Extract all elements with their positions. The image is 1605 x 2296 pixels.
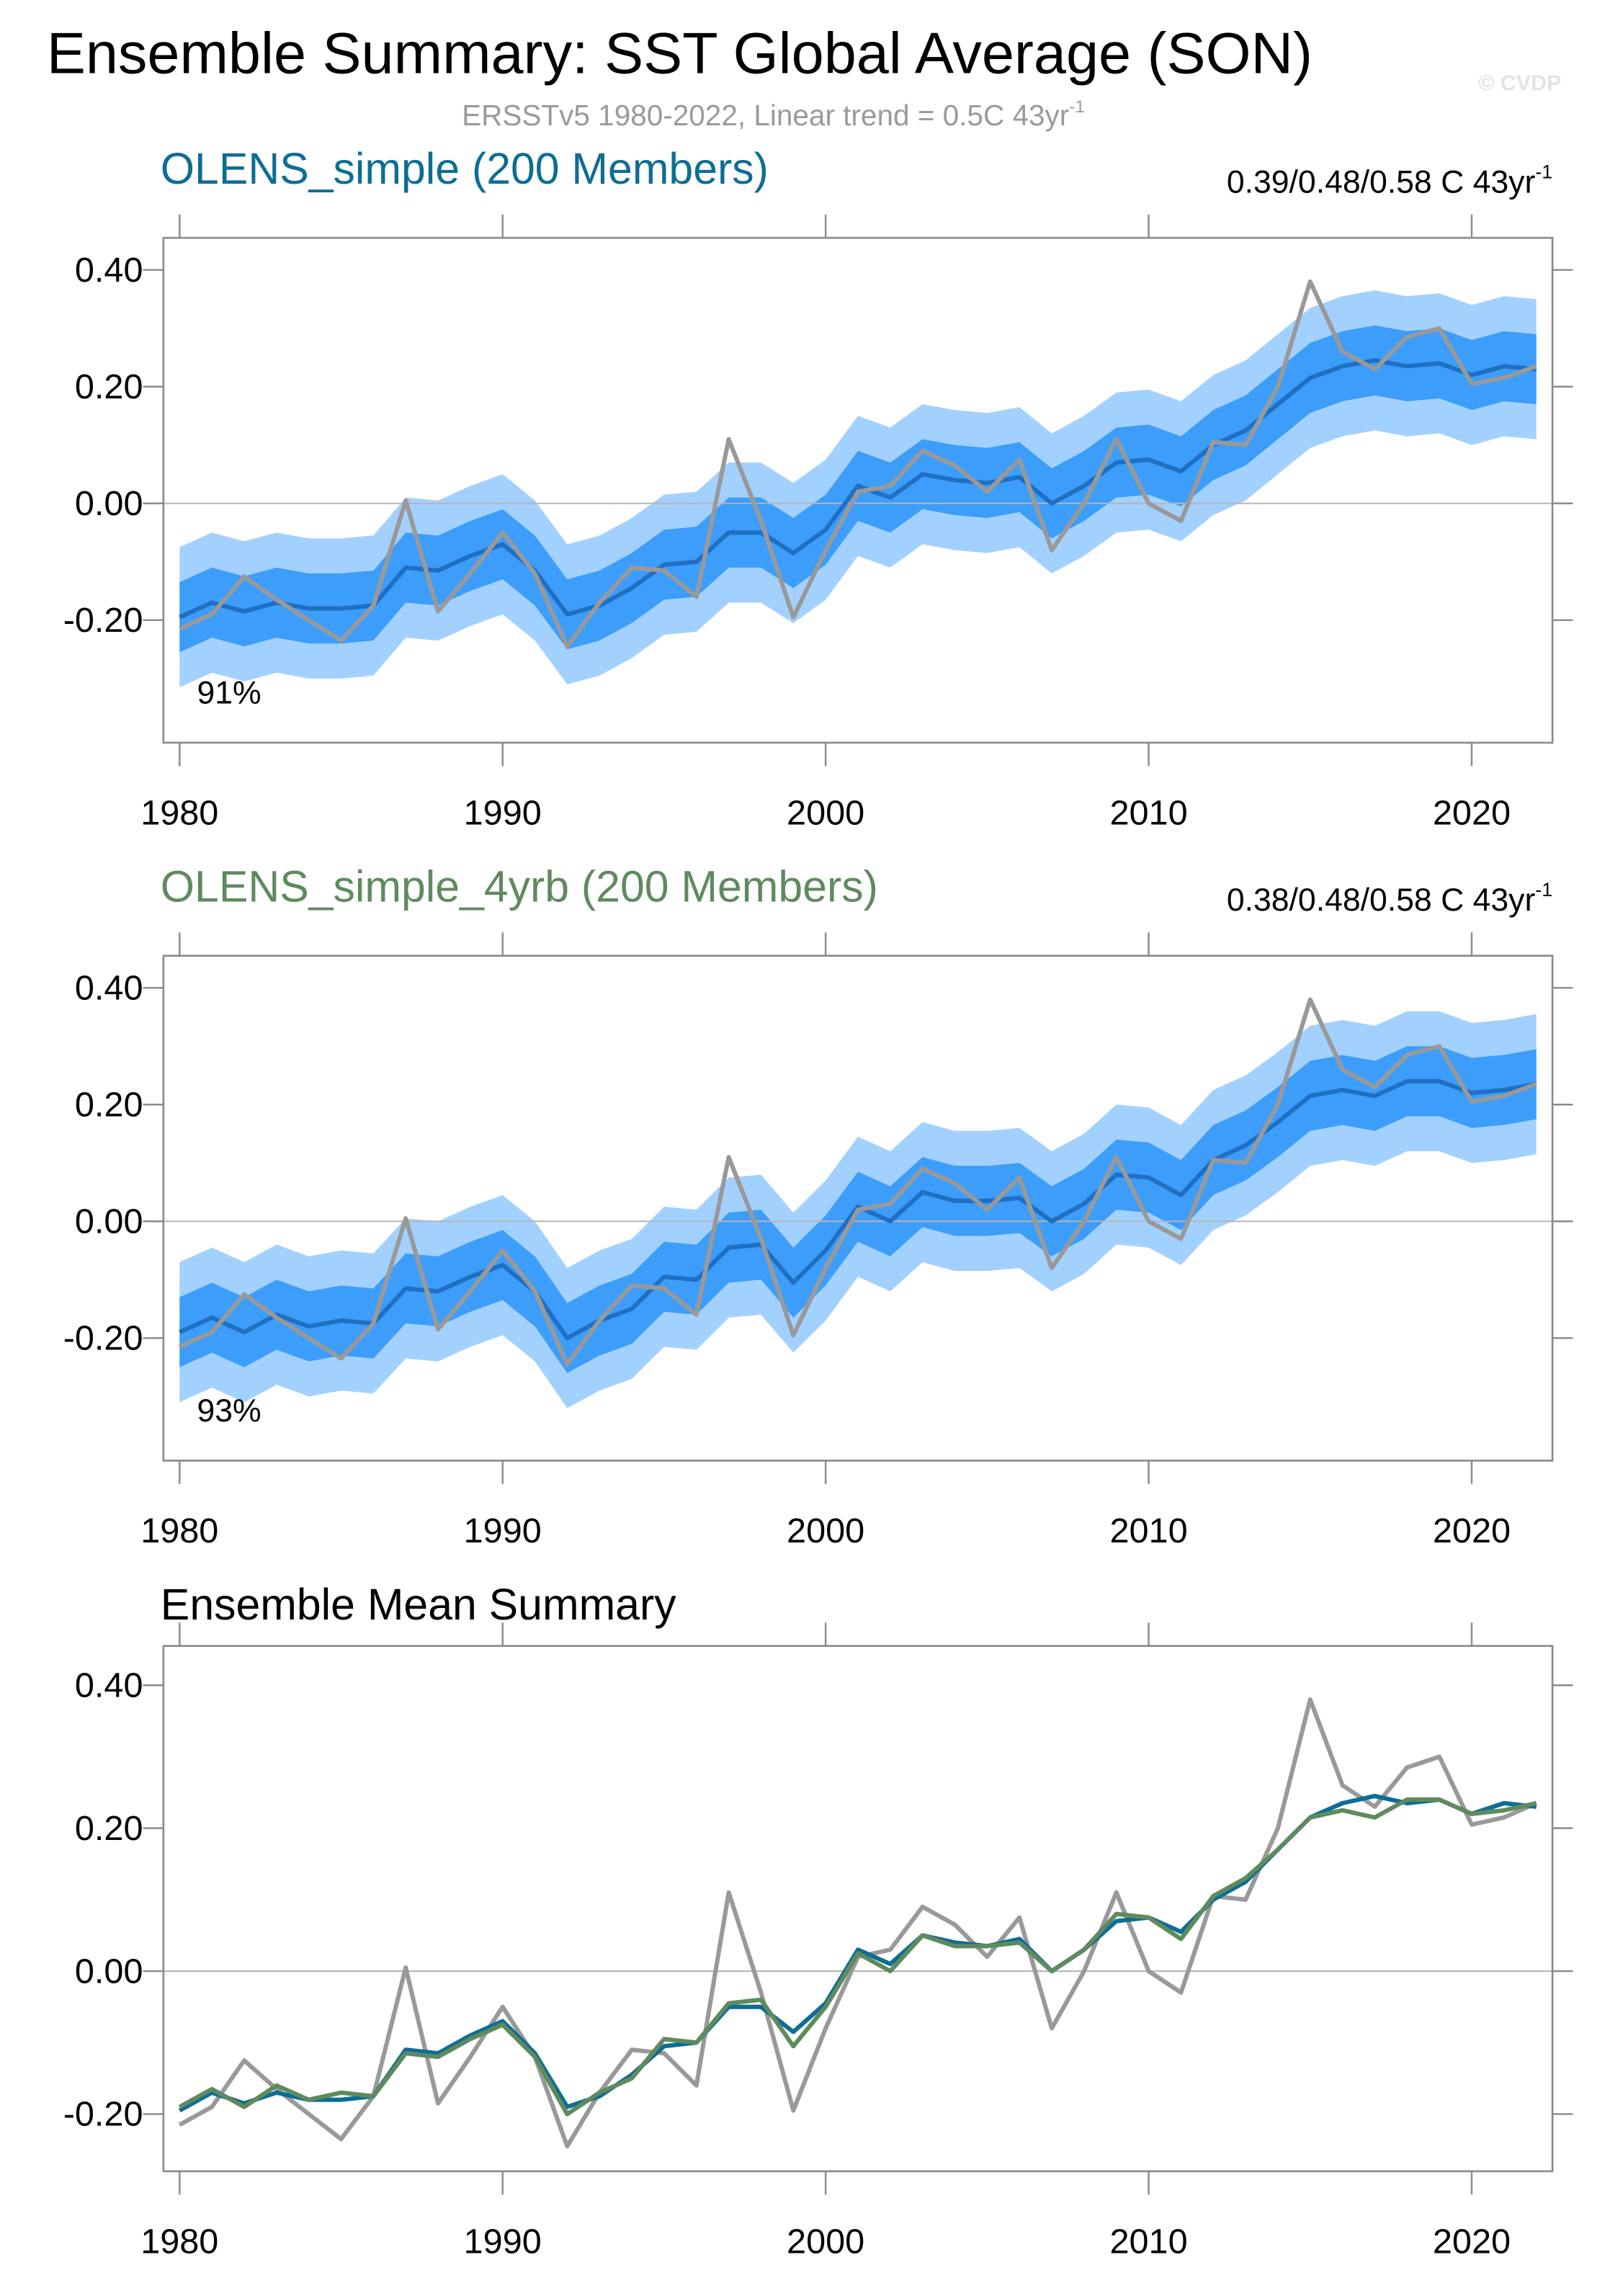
series-line xyxy=(179,997,1537,1367)
panel: Ensemble Mean Summary -0.20 0.00 0.20 0.40 19… xyxy=(63,1580,1573,2261)
x-tick-label: 2010 xyxy=(1109,1511,1187,1550)
panel-title: OLENS_simple_4yrb (200 Members) xyxy=(161,862,878,911)
y-tick-label: 0.20 xyxy=(75,1085,143,1124)
percent-label: 91% xyxy=(197,675,261,710)
label-text: ERSSTv5 1980-2022, Linear trend = 0.5C 4… xyxy=(462,99,1069,132)
x-tick-label: 2010 xyxy=(1109,2222,1187,2261)
superscript: -1 xyxy=(1069,97,1085,117)
x-tick-label: 2000 xyxy=(787,1511,864,1550)
y-tick-label: 0.40 xyxy=(75,968,143,1007)
y-tick-label: 0.20 xyxy=(75,1809,143,1848)
plot-frame xyxy=(162,1645,1554,2173)
x-tick-label: 2020 xyxy=(1433,1511,1511,1550)
label-text: 0.38/0.48/0.58 C 43yr xyxy=(1227,883,1536,918)
x-tick-label: 2000 xyxy=(787,2222,864,2261)
subtitle: ERSSTv5 1980-2022, Linear trend = 0.5C 4… xyxy=(462,97,1085,132)
y-tick-label: 0.40 xyxy=(75,251,143,290)
figure-title: Ensemble Summary: SST Global Average (SO… xyxy=(47,21,1313,86)
y-tick-label: 0.00 xyxy=(75,1952,143,1991)
x-tick-label: 1980 xyxy=(140,1511,218,1550)
x-tick-label: 1980 xyxy=(140,793,218,832)
x-tick-label: 2020 xyxy=(1433,2222,1511,2261)
percent-label: 93% xyxy=(197,1393,261,1429)
panel-title: Ensemble Mean Summary xyxy=(161,1580,676,1629)
y-tick-label: -0.20 xyxy=(63,1319,143,1358)
watermark: © CVDP xyxy=(1478,71,1561,96)
x-tick-label: 2000 xyxy=(787,793,864,832)
label-text: 0.39/0.48/0.58 C 43yr xyxy=(1227,164,1536,200)
superscript: -1 xyxy=(1535,879,1552,901)
series-line xyxy=(179,279,1537,649)
y-tick-label: 0.40 xyxy=(75,1666,143,1705)
x-tick-label: 1990 xyxy=(464,1511,542,1550)
y-tick-label: 0.00 xyxy=(75,484,143,523)
trend-label: 0.38/0.48/0.58 C 43yr-1 xyxy=(1227,879,1552,918)
x-tick-label: 2010 xyxy=(1109,793,1187,832)
panel: OLENS_simple_4yrb (200 Members) 0.38/0.48… xyxy=(63,862,1573,1550)
y-tick-label: -0.20 xyxy=(63,601,143,640)
x-tick-label: 1990 xyxy=(464,2222,542,2261)
x-tick-label: 1980 xyxy=(140,2222,218,2261)
panel: OLENS_simple (200 Members) 0.39/0.48/0.58… xyxy=(63,144,1573,832)
series-line xyxy=(178,1797,1537,2117)
plot-frame xyxy=(162,955,1554,1462)
panel-title: OLENS_simple (200 Members) xyxy=(161,144,769,193)
plot-frame xyxy=(162,236,1554,744)
trend-label: 0.39/0.48/0.58 C 43yr-1 xyxy=(1227,161,1552,200)
y-tick-label: -0.20 xyxy=(63,2095,143,2134)
y-tick-label: 0.20 xyxy=(75,367,143,406)
y-tick-label: 0.00 xyxy=(75,1202,143,1241)
superscript: -1 xyxy=(1535,161,1552,182)
series-line xyxy=(179,1078,1537,1341)
x-tick-label: 1990 xyxy=(464,793,542,832)
series-line xyxy=(179,358,1537,620)
x-tick-label: 2020 xyxy=(1433,793,1511,832)
